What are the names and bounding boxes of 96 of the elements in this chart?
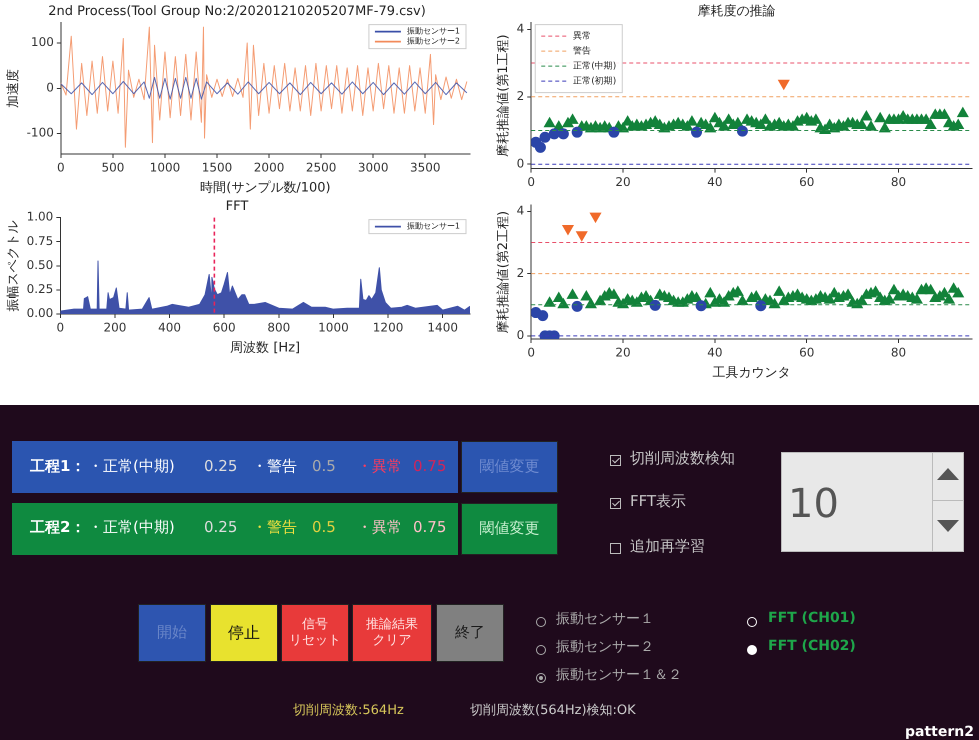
text: FFT表示	[630, 492, 686, 510]
text: リセット	[289, 633, 341, 649]
text: 0.25	[204, 518, 238, 536]
x-tick-label: 20	[615, 345, 631, 360]
y-axis-title: 加速度	[5, 68, 22, 108]
y-tick-label: 0.75	[26, 234, 54, 248]
text: pattern2	[905, 724, 974, 740]
point	[696, 300, 707, 312]
y-axis-title: 振幅スペクトル	[6, 220, 22, 312]
button: 終了	[436, 604, 504, 662]
point	[590, 212, 602, 223]
legend-label: 正常(初期)	[573, 75, 616, 86]
x-tick-label: 80	[890, 345, 906, 360]
x-tick-label: 60	[799, 345, 814, 360]
point	[576, 231, 588, 242]
x-tick-label: 1200	[372, 320, 404, 334]
text: 0.5	[312, 518, 336, 536]
button: 停止	[210, 604, 278, 662]
x-tick-label: 800	[267, 320, 290, 334]
y-axis-title: 摩耗推論値(第1工程)	[496, 34, 512, 157]
y-tick-label: 2	[516, 88, 524, 103]
y-tick-label: 0.25	[26, 282, 54, 296]
y-tick-label: -100	[26, 126, 54, 140]
text: 工程2：	[30, 518, 86, 536]
text: 0.75	[413, 518, 446, 536]
x-axis-title: 工具カウンタ	[712, 366, 791, 381]
x-tick-label: 600	[212, 320, 236, 334]
text: 追加再学習	[630, 537, 705, 556]
legend-label: 正常(中期)	[573, 60, 616, 72]
button: 閾値変更	[461, 441, 558, 493]
x-tick-label: 0	[56, 320, 64, 334]
point	[650, 300, 661, 311]
x-tick-label: 1000	[318, 320, 349, 334]
x-tick-label: 3000	[358, 160, 388, 174]
chart-title: 摩耗度の推論	[698, 3, 776, 20]
chart-title: FFT	[226, 199, 248, 214]
text: ・異常	[357, 457, 402, 476]
text: FFT (CH01)	[768, 610, 856, 626]
text: ・異常	[357, 518, 402, 536]
text: 振動センサー１	[556, 611, 654, 628]
x-tick-label: 0	[57, 160, 65, 174]
text: 0.25	[204, 457, 238, 476]
x-tick-label: 20	[615, 174, 631, 189]
x-tick-label: 40	[707, 174, 723, 189]
text: 切削周波数:564Hz	[293, 703, 404, 719]
x-tick-label: 500	[101, 160, 124, 174]
point	[537, 310, 548, 322]
x-tick-label: 3500	[410, 160, 441, 174]
point	[562, 225, 574, 236]
legend-label: 振動センサー1	[406, 222, 460, 231]
text: 振動センサー１＆２	[556, 667, 682, 684]
text: 切削周波数(564Hz)検知:OK	[470, 703, 636, 719]
x-axis-title: 周波数 [Hz]	[230, 340, 300, 356]
text: 10	[788, 481, 839, 527]
button: 閾値変更	[461, 503, 558, 555]
x-tick-label: 0	[527, 345, 536, 360]
chart-title: 2nd Process(Tool Group No:2/20201210205207MF-79.csv)	[48, 4, 426, 20]
y-axis-title: 摩耗推論値(第2工程)	[496, 210, 512, 334]
text: FFT (CH02)	[768, 638, 856, 654]
legend-label: 振動センサー2	[406, 36, 460, 46]
x-tick-label: 1000	[150, 160, 180, 174]
x-tick-label: 60	[799, 174, 814, 189]
text: 振動センサー２	[556, 639, 654, 656]
text: 切削周波数検知	[630, 449, 735, 468]
point	[755, 300, 766, 312]
x-tick-label: 1500	[202, 160, 232, 174]
x-tick-label: 400	[158, 320, 182, 334]
point	[572, 300, 583, 312]
x-tick-label: 40	[707, 345, 723, 360]
y-tick-label: 0.00	[26, 306, 54, 320]
y-tick-label: 100	[30, 35, 54, 50]
x-tick-label: 2000	[254, 160, 284, 174]
text: 工程1：	[30, 457, 86, 476]
legend-label: 異常	[573, 30, 592, 42]
text: 0.5	[312, 457, 336, 476]
legend-label: 警告	[573, 45, 592, 56]
button: 開始	[138, 604, 206, 662]
y-tick-label: 4	[516, 204, 524, 218]
text: ・正常(中期)	[88, 518, 175, 536]
y-tick-label: 2	[516, 266, 524, 280]
y-tick-label: 0	[46, 80, 54, 94]
x-tick-label: 200	[103, 320, 126, 334]
y-tick-label: 4	[516, 21, 524, 36]
text: ・警告	[252, 457, 297, 476]
x-tick-label: 1400	[427, 320, 458, 334]
y-tick-label: 1.00	[26, 210, 54, 224]
x-tick-label: 2500	[306, 160, 336, 174]
x-tick-label: 0	[527, 174, 536, 189]
text: ・警告	[252, 518, 297, 536]
y-tick-label: 0.50	[26, 258, 54, 272]
legend-label: 振動センサー1	[406, 26, 460, 36]
x-axis-title: 時間(サンプル数/100)	[200, 180, 331, 196]
text: ・正常(中期)	[88, 457, 175, 476]
x-tick-label: 80	[890, 174, 906, 189]
text: 0.75	[413, 457, 446, 476]
text: クリア	[372, 633, 412, 649]
